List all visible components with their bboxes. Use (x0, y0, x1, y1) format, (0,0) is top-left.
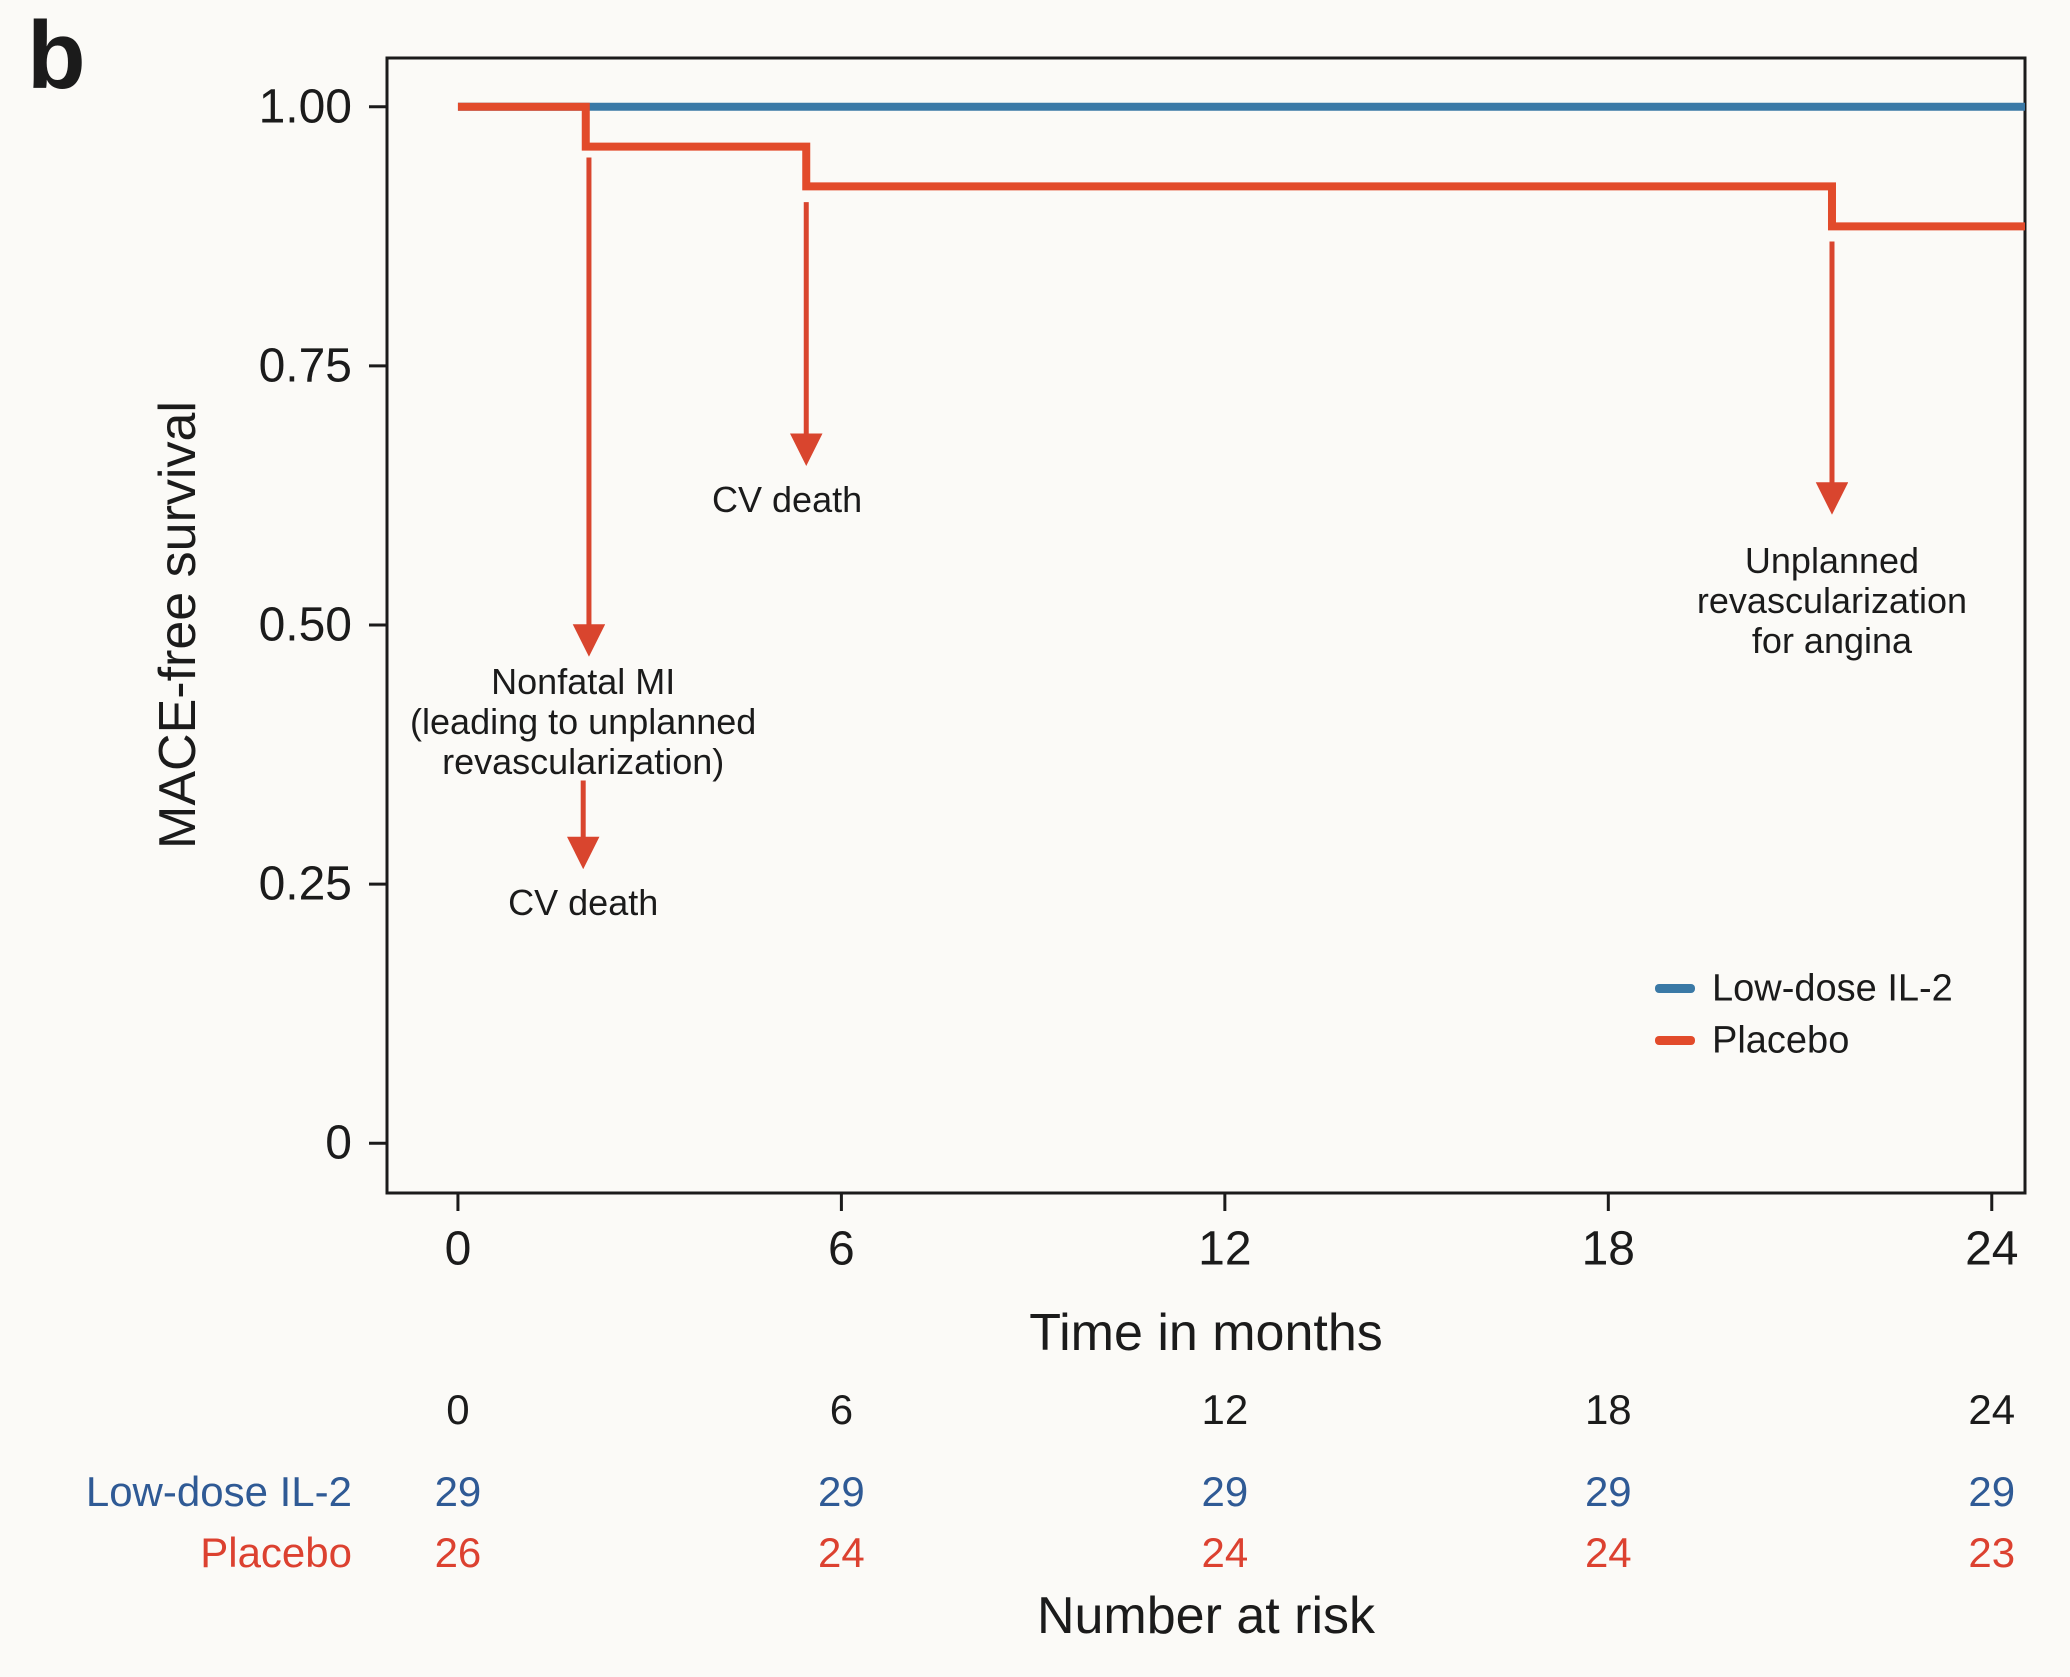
y-tick-label: 0 (325, 1116, 352, 1170)
legend-label: Low-dose IL-2 (1712, 967, 1953, 1010)
risk-table-title: Number at risk (1036, 1587, 1376, 1645)
survival-curve-placebo (457, 102, 2025, 231)
x-tick-label: 12 (1198, 1222, 1252, 1276)
risk-table-value: 24 (1201, 1529, 1249, 1576)
annotation-label: CV death (712, 478, 863, 520)
legend-label: Placebo (1712, 1019, 1850, 1062)
annotation-label: CV death (508, 881, 659, 923)
risk-table-value: 24 (818, 1529, 865, 1576)
legend-swatch-placebo (1655, 1036, 1695, 1045)
risk-table-value: 29 (1584, 1468, 1632, 1515)
y-tick-label: 1.00 (258, 80, 352, 134)
risk-table-row-label: Placebo (200, 1529, 352, 1576)
annotation-line: CV death (712, 478, 863, 520)
panel-label: b (27, 2, 86, 109)
legend-swatch-low-dose-il-2 (1655, 984, 1695, 993)
x-tick-label: 24 (1965, 1222, 2019, 1276)
risk-table-time-header: 12 (1201, 1386, 1249, 1433)
x-tick-label: 6 (828, 1222, 855, 1276)
risk-table-time-header: 0 (446, 1386, 470, 1433)
x-tick-label: 0 (444, 1222, 472, 1276)
y-tick-label: 0.50 (258, 598, 352, 652)
x-tick-label: 18 (1581, 1222, 1635, 1276)
annotation-label: Unplanned revascularization for angina (1697, 541, 1967, 661)
risk-table-value: 29 (1968, 1468, 2016, 1515)
risk-table-value: 26 (434, 1529, 482, 1576)
risk-table-value: 29 (818, 1468, 865, 1515)
risk-table-time-header: 6 (829, 1386, 854, 1433)
annotation-line: CV death (508, 881, 659, 923)
annotation-line: revascularization (1696, 580, 1968, 622)
risk-table-row-label: Low-dose IL-2 (85, 1468, 352, 1515)
annotation-line: Nonfatal MI (491, 661, 676, 703)
annotation-line: (leading to unplanned (410, 701, 757, 743)
annotation-line: for angina (1751, 620, 1913, 662)
risk-table-value: 24 (1584, 1529, 1632, 1576)
risk-table-time-header: 24 (1968, 1386, 2016, 1433)
risk-table-value: 29 (434, 1468, 482, 1515)
risk-table-value: 29 (1201, 1468, 1249, 1515)
y-tick-label: 0.75 (258, 339, 352, 393)
annotation-label: Nonfatal MI (leading to unplanned revascul… (410, 662, 756, 782)
y-tick-label: 0.25 (258, 857, 352, 911)
y-axis-title: MACE-free survival (149, 401, 207, 849)
annotation-line: revascularization) (442, 741, 725, 783)
annotation-line: Unplanned (1744, 540, 1920, 582)
x-axis-title: Time in months (1029, 1304, 1383, 1362)
risk-table-time-header: 18 (1584, 1386, 1632, 1433)
risk-table-value: 23 (1968, 1529, 2016, 1576)
